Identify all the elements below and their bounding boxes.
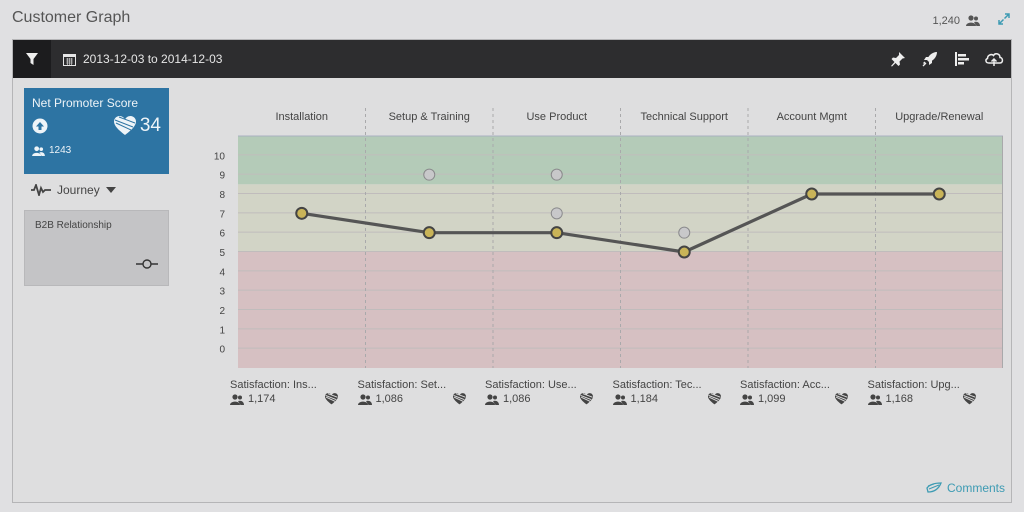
stage-label: Setup & Training [389, 111, 470, 123]
score-band-0 [238, 136, 1003, 185]
y-tick-label: 1 [219, 325, 225, 336]
stage-stat-count: 1,174 [248, 393, 276, 405]
nps-title: Net Promoter Score [32, 96, 139, 110]
data-point [295, 206, 309, 220]
date-range-picker[interactable]: 2013-12-03 to 2014-12-03 [63, 52, 222, 66]
y-tick-label: 0 [219, 345, 225, 356]
filter-icon [26, 53, 38, 65]
comments-label: Comments [946, 481, 1005, 495]
heart-icon [580, 393, 593, 405]
stage-stat[interactable]: Satisfaction: Tec... 1,184 [612, 379, 733, 405]
heart-icon [325, 393, 338, 405]
journey-dropdown[interactable]: Journey [31, 183, 116, 197]
slider-knob-icon[interactable] [136, 259, 158, 269]
data-point [805, 187, 819, 201]
heart-icon [962, 393, 976, 405]
bar-chart-icon[interactable] [951, 51, 973, 67]
caret-down-icon [105, 187, 116, 193]
heart-icon [113, 116, 136, 135]
stage-label: Account Mgmt [777, 111, 847, 123]
stage-stat-label: Satisfaction: Use... [485, 379, 577, 391]
stage-stat[interactable]: Satisfaction: Upg... 1,168 [867, 379, 988, 405]
stage-stat-label: Satisfaction: Tec... [612, 379, 702, 391]
stage-stat-label: Satisfaction: Set... [357, 379, 447, 391]
comments-icon [926, 482, 942, 493]
stage-stat-count: 1,184 [630, 393, 659, 405]
data-point [550, 226, 564, 240]
y-tick-label: 8 [219, 190, 225, 201]
nps-score: 34 [139, 115, 161, 136]
filter-button[interactable] [13, 40, 51, 78]
secondary-point [550, 168, 563, 181]
y-tick-label: 10 [214, 151, 226, 162]
data-point [677, 245, 691, 259]
stage-stat[interactable]: Satisfaction: Use... 1,086 [485, 379, 605, 405]
y-tick-label: 5 [219, 248, 225, 259]
journey-label: Journey [57, 183, 100, 197]
rocket-icon[interactable] [919, 51, 941, 67]
toolbar-tools [887, 40, 1005, 78]
nps-respondent-count: 1243 [49, 145, 72, 156]
series-line [301, 192, 940, 254]
users-icon [32, 145, 45, 156]
y-tick-label: 4 [219, 267, 225, 278]
y-tick-label: 9 [219, 171, 225, 182]
heart-icon [707, 393, 721, 405]
stage-stat-label: Satisfaction: Upg... [867, 379, 960, 391]
stage-label: Installation [275, 111, 328, 123]
stage-stats: Satisfaction: Ins... 1,174 Satisfaction: S… [13, 379, 1013, 419]
users-icon [357, 393, 372, 405]
secondary-point [423, 168, 436, 181]
pulse-icon [31, 184, 51, 196]
stage-stat-label: Satisfaction: Ins... [230, 379, 317, 391]
secondary-point [678, 226, 691, 239]
user-count: 1,240 [932, 14, 960, 27]
b2b-relationship-card[interactable]: B2B Relationship [24, 210, 169, 286]
date-range-text: 2013-12-03 to 2014-12-03 [83, 52, 223, 66]
stage-stat-count: 1,086 [375, 393, 404, 405]
toolbar: 2013-12-03 to 2014-12-03 [13, 40, 1011, 78]
nps-card[interactable]: Net Promoter Score 34 1243 [24, 88, 169, 174]
users-icon [612, 393, 627, 405]
b2b-label: B2B Relationship [35, 220, 112, 231]
stage-stat-count: 1,086 [503, 393, 531, 405]
stage-stat[interactable]: Satisfaction: Set... 1,086 [357, 379, 478, 405]
heart-icon [452, 393, 466, 405]
stage-stat[interactable]: Satisfaction: Ins... 1,174 [230, 379, 350, 405]
customer-journey-chart: Installation Setup & Training Use Product T… [214, 108, 1003, 368]
stage-label: Upgrade/Renewal [895, 111, 983, 123]
stage-stat-label: Satisfaction: Acc... [740, 379, 830, 391]
users-icon [485, 393, 499, 405]
header-controls: 1,240 [932, 13, 1010, 28]
users-icon [740, 393, 754, 405]
users-icon [966, 15, 980, 26]
expand-icon[interactable] [998, 13, 1010, 28]
data-point [422, 226, 436, 240]
stage-stat[interactable]: Satisfaction: Acc... 1,099 [740, 379, 860, 405]
page-title: Customer Graph [12, 9, 131, 26]
stage-stat-count: 1,099 [758, 393, 786, 405]
heart-icon [835, 393, 848, 405]
y-tick-label: 6 [219, 229, 225, 240]
secondary-point [550, 207, 563, 220]
stage-label: Technical Support [641, 111, 728, 123]
users-icon [230, 393, 244, 405]
calendar-icon [63, 53, 76, 66]
customer-graph-panel: 2013-12-03 to 2014-12-03 Net Promoter Sc… [12, 39, 1012, 503]
y-tick-label: 2 [219, 306, 225, 317]
cloud-upload-icon[interactable] [983, 51, 1005, 67]
stage-label: Use Product [526, 111, 587, 123]
comments-link[interactable]: Comments [926, 481, 1005, 495]
data-point [932, 187, 946, 201]
stage-stat-count: 1,168 [885, 393, 914, 405]
pin-icon[interactable] [887, 51, 909, 67]
y-tick-label: 7 [219, 209, 225, 220]
y-tick-label: 3 [219, 287, 225, 298]
users-icon [867, 393, 882, 405]
arrow-up-circle-icon [32, 118, 48, 134]
